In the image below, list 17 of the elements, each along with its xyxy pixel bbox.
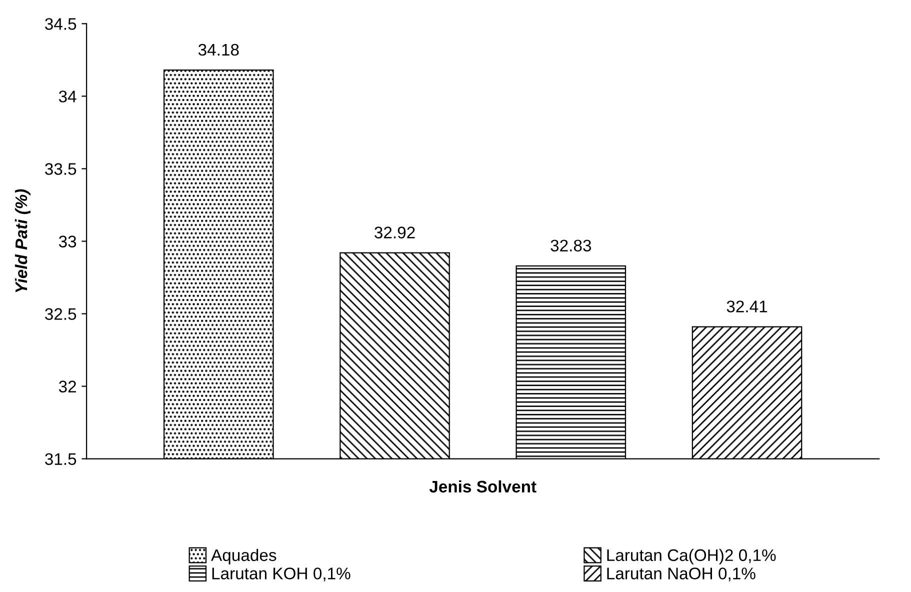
y-tick-label: 32.5 [45,308,76,320]
data-label: 32.92 [374,226,415,238]
y-tick-label: 32 [58,380,76,392]
y-tick-label: 31.5 [45,453,76,466]
legend-label: Larutan NaOH 0,1% [607,568,756,582]
legend-label: Aquades [211,548,276,564]
y-tick-label: 34 [58,90,76,102]
y-tick-label: 33.5 [45,163,76,175]
legend-label: Larutan KOH 0,1% [212,568,350,582]
y-tick-label: 34.5 [45,18,76,30]
legend-label: Larutan Ca(OH)2 0,1% [607,548,776,564]
data-label: 32.83 [550,240,592,252]
x-axis-title: Jenis Solvent [429,480,536,493]
data-label: 34.18 [198,44,239,56]
data-label: 32.41 [726,300,768,312]
y-tick-label: 33 [58,236,76,248]
y-axis-title: Yield Pati (%) [14,189,30,292]
